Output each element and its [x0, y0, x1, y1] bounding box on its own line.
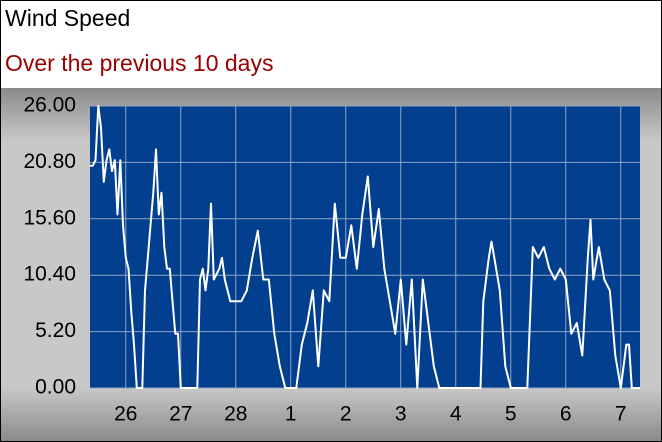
x-tick-label: 7: [615, 403, 627, 426]
data-line: [90, 105, 640, 389]
plot-area: [90, 106, 640, 388]
x-tick-label: 1: [285, 403, 297, 426]
x-tick-label: 3: [395, 403, 407, 426]
y-tick-label: 26.00: [23, 94, 76, 117]
x-tick-label: 6: [560, 403, 572, 426]
y-tick-label: 5.20: [35, 319, 76, 342]
y-tick-label: 10.40: [23, 263, 76, 286]
x-tick-label: 28: [224, 403, 247, 426]
y-tick-label: 20.80: [23, 150, 76, 173]
x-tick-label: 27: [169, 403, 192, 426]
x-tick-label: 2: [340, 403, 352, 426]
x-tick-label: 4: [450, 403, 462, 426]
chart-subtitle: Over the previous 10 days: [5, 50, 273, 76]
chart-title: Wind Speed: [5, 5, 130, 31]
y-tick-label: 15.60: [23, 206, 76, 229]
x-tick-label: 26: [114, 403, 137, 426]
y-tick-label: 0.00: [35, 376, 76, 399]
x-tick-label: 5: [505, 403, 517, 426]
